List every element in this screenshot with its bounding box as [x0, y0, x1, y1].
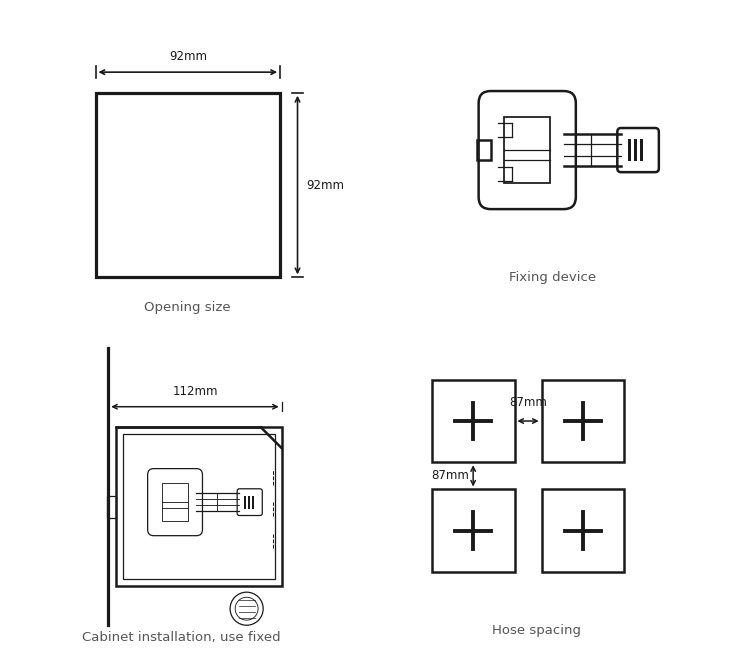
- Bar: [432, 380, 514, 463]
- Bar: [248, 496, 250, 509]
- Text: Cabinet installation, use fixed: Cabinet installation, use fixed: [82, 631, 280, 645]
- Text: Opening size: Opening size: [145, 301, 231, 314]
- Bar: [542, 380, 624, 463]
- Bar: [116, 428, 281, 587]
- Bar: [542, 489, 624, 572]
- Text: 87mm: 87mm: [509, 396, 547, 409]
- Bar: [107, 496, 116, 518]
- Bar: [432, 489, 514, 572]
- Bar: [477, 141, 490, 160]
- Text: Hose spacing: Hose spacing: [492, 624, 581, 637]
- Bar: [123, 434, 274, 579]
- Bar: [504, 117, 550, 183]
- Text: 87mm: 87mm: [431, 469, 470, 482]
- Bar: [252, 496, 254, 509]
- Text: Fixing device: Fixing device: [509, 271, 596, 284]
- Text: 112mm: 112mm: [172, 385, 217, 398]
- Text: 92mm: 92mm: [307, 179, 344, 192]
- Bar: [162, 483, 188, 522]
- Bar: [634, 139, 637, 161]
- Bar: [640, 139, 643, 161]
- Bar: [95, 93, 280, 277]
- Text: 92mm: 92mm: [169, 50, 207, 63]
- Bar: [628, 139, 632, 161]
- Bar: [244, 496, 245, 509]
